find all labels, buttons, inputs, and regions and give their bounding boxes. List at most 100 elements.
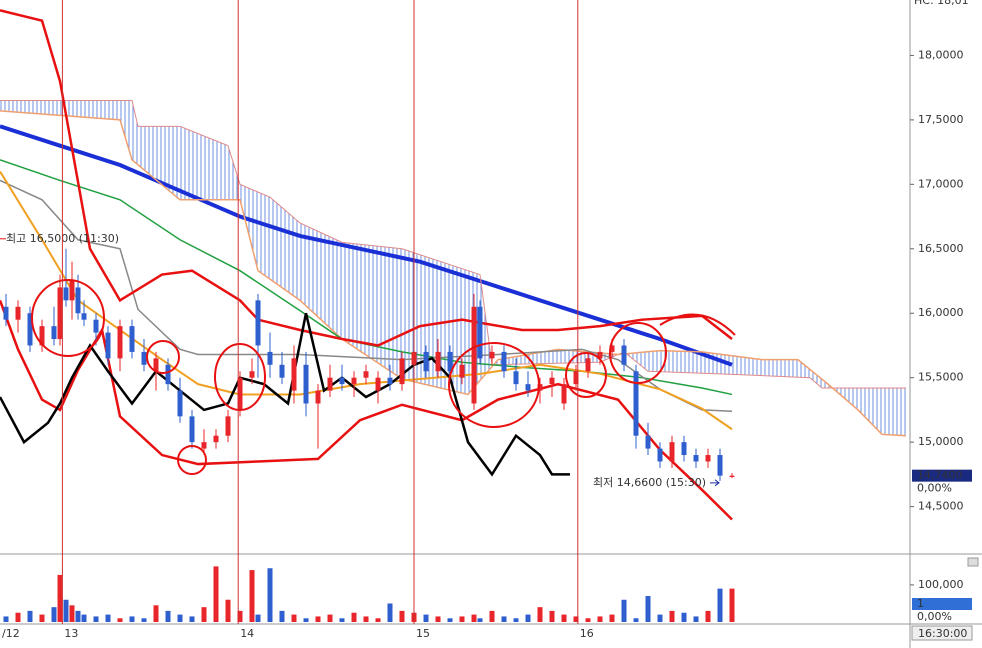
volume-bar: [549, 610, 555, 622]
volume-bar: [225, 599, 231, 622]
volume-bar: [729, 588, 735, 622]
volume-bar: [153, 605, 159, 622]
volume-bar: [57, 574, 63, 622]
candle-body: [117, 326, 123, 359]
volume-bar: [129, 616, 135, 622]
circle: [214, 343, 266, 411]
volume-bar: [363, 616, 369, 622]
candle-body: [471, 306, 477, 404]
candle-body: [189, 416, 195, 443]
time-label: 16:30:00: [918, 627, 967, 640]
candle-body: [351, 377, 357, 385]
volume-bar: [75, 610, 81, 622]
x-tick-label: 13: [64, 627, 78, 640]
candle-body: [681, 442, 687, 456]
y-tick-label: 18,0000: [918, 48, 964, 61]
volume-bar: [267, 568, 273, 622]
candle-body: [69, 281, 75, 301]
volume-bar: [27, 610, 33, 622]
annotation-circles: [31, 279, 736, 475]
candle-body: [303, 364, 309, 404]
candle-body: [561, 384, 567, 404]
candle-body: [255, 300, 261, 346]
volume-bar: [141, 618, 147, 622]
volume-bar: [387, 603, 393, 622]
candle-body: [57, 287, 63, 340]
candle-body: [75, 287, 81, 314]
candle-body: [717, 455, 723, 476]
volume-bar: [399, 610, 405, 622]
volume-last-label: 1: [917, 597, 924, 610]
change-label: 0,00%: [917, 482, 952, 495]
circle: [146, 340, 180, 374]
volume-bar: [693, 616, 699, 622]
volume-bar: [447, 618, 453, 622]
candle-body: [267, 351, 273, 365]
candle-body: [705, 455, 711, 462]
volume-bar: [489, 610, 495, 622]
volume-bar: [645, 596, 651, 622]
candle-body: [585, 358, 591, 372]
indicator-line: [0, 124, 733, 367]
volume-bar: [609, 614, 615, 622]
volume-bar: [15, 612, 21, 622]
axes: /12 13 14 15 16 14,5000 15,0000 15,5000 16,0000 1…: [2, 0, 973, 641]
indicator-line: [0, 312, 570, 477]
corner-label: HC: 18,01: [914, 0, 969, 7]
candle-body: [459, 364, 465, 378]
candle-body: [597, 351, 603, 359]
candle-body: [15, 306, 21, 320]
panel-button[interactable]: [967, 557, 979, 567]
volume-bar: [705, 610, 711, 622]
volume-bar: [681, 612, 687, 622]
candle-body: [177, 390, 183, 417]
candle-body: [729, 475, 735, 477]
volume-bar: [471, 614, 477, 622]
candle-body: [339, 377, 345, 385]
last-price-label: 14,7400: [917, 469, 963, 482]
candle-body: [549, 377, 555, 385]
volume-bar: [351, 612, 357, 622]
volume-bar: [525, 614, 531, 622]
volume-bar: [375, 618, 381, 622]
volume-change-label: 0,00%: [917, 610, 952, 623]
volume-bar: [201, 607, 207, 622]
volume-panel: [3, 566, 735, 622]
candle-body: [435, 351, 441, 372]
x-tick-label: /12: [2, 627, 20, 640]
volume-bar: [501, 616, 507, 622]
volume-bar: [93, 616, 99, 622]
candle-body: [129, 326, 135, 352]
volume-bar: [39, 614, 45, 622]
volume-bar: [291, 614, 297, 622]
candle-body: [375, 377, 381, 391]
candle-body: [153, 358, 159, 372]
volume-bar: [189, 616, 195, 622]
candle-body: [213, 435, 219, 443]
low-note-arrow: [710, 479, 720, 487]
candle-body: [477, 306, 483, 359]
candle-body: [447, 351, 453, 372]
price-panel: 최고 16,5000 (11:30)최저 14,6600 (15:30): [0, 9, 907, 521]
volume-bar: [561, 614, 567, 622]
candle-body: [279, 364, 285, 378]
y-tick-label: 16,0000: [918, 306, 964, 319]
candle-body: [525, 384, 531, 391]
volume-bar: [237, 610, 243, 622]
volume-bar: [315, 616, 321, 622]
y-tick-label: 14,5000: [918, 500, 964, 513]
volume-bar: [459, 616, 465, 622]
last-price-box: [912, 469, 972, 482]
volume-bar: [3, 616, 9, 622]
candle-body: [63, 287, 69, 301]
candle-body: [201, 442, 207, 449]
candle-body: [399, 358, 405, 385]
y-tick-label: 16,5000: [918, 242, 964, 255]
volume-bar: [105, 614, 111, 622]
candle-body: [633, 371, 639, 436]
circle: [448, 342, 540, 428]
volume-bar: [717, 588, 723, 622]
volume-bar: [585, 618, 591, 622]
volume-bar: [573, 616, 579, 622]
circle: [31, 279, 105, 357]
